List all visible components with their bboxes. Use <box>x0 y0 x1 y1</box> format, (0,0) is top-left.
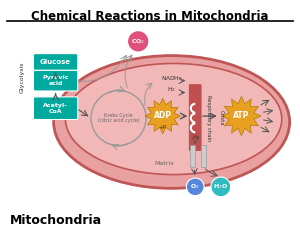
Ellipse shape <box>54 56 290 188</box>
Text: ADP: ADP <box>154 111 172 120</box>
Text: Glycolysis: Glycolysis <box>20 62 25 93</box>
Text: Acetyl-
CoA: Acetyl- CoA <box>43 103 68 114</box>
Text: CO$_2$: CO$_2$ <box>131 37 145 46</box>
Circle shape <box>211 177 231 197</box>
Text: Pyruvic
acid: Pyruvic acid <box>42 75 69 86</box>
Text: Krebs Cycle
(citric acid cycle): Krebs Cycle (citric acid cycle) <box>98 113 139 123</box>
Circle shape <box>186 178 204 196</box>
Text: ATP: ATP <box>233 111 250 120</box>
Text: Crista: Crista <box>218 110 223 126</box>
Circle shape <box>128 30 149 52</box>
FancyBboxPatch shape <box>34 70 78 91</box>
Text: +P: +P <box>159 125 167 130</box>
Text: Chemical Reactions in Mitochondria: Chemical Reactions in Mitochondria <box>31 10 269 23</box>
Ellipse shape <box>65 63 282 174</box>
FancyBboxPatch shape <box>190 144 195 167</box>
Text: O$_2$: O$_2$ <box>190 182 200 191</box>
Text: Mitochondria: Mitochondria <box>11 214 103 227</box>
Polygon shape <box>222 96 261 136</box>
Text: Glucose: Glucose <box>40 59 71 65</box>
Text: H$_2$: H$_2$ <box>192 133 201 142</box>
Text: H$_2$O: H$_2$O <box>213 182 228 191</box>
Text: Matrix: Matrix <box>155 161 175 166</box>
FancyBboxPatch shape <box>201 144 206 167</box>
Polygon shape <box>145 98 181 134</box>
FancyBboxPatch shape <box>34 97 78 120</box>
FancyBboxPatch shape <box>189 84 202 151</box>
Text: NADH$_2$: NADH$_2$ <box>161 74 182 83</box>
Text: Respiratory chain: Respiratory chain <box>206 95 211 141</box>
FancyBboxPatch shape <box>34 54 78 70</box>
Text: H$_2$: H$_2$ <box>167 85 176 94</box>
